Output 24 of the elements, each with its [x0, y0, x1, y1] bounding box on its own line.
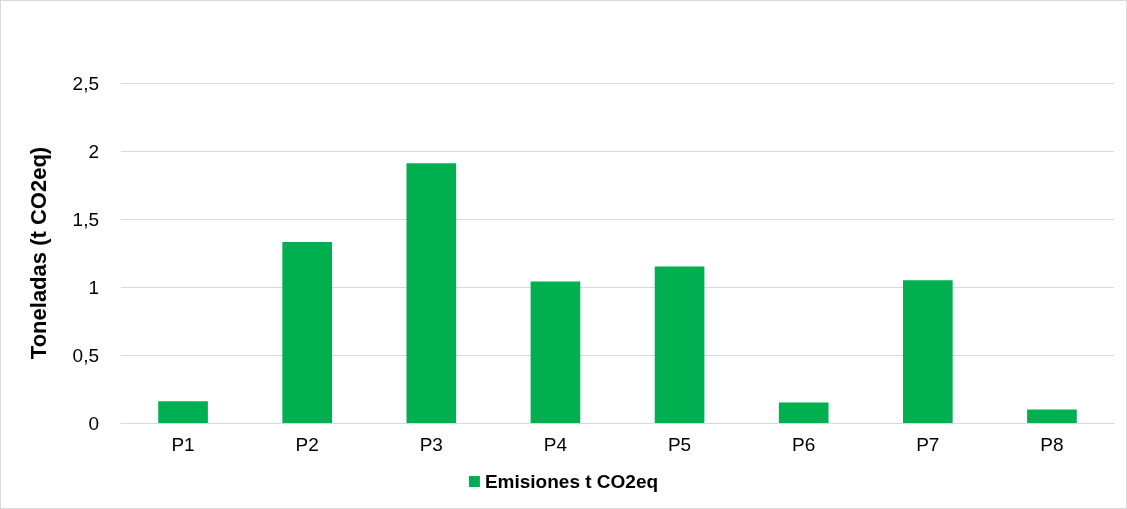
y-tick-label: 0 [88, 412, 99, 434]
x-tick-label: P3 [419, 434, 443, 455]
x-tick-label: P4 [543, 434, 568, 455]
bar [530, 281, 581, 423]
bar [654, 266, 705, 423]
bar [406, 163, 457, 423]
y-axis-title: Toneladas (t CO2eq) [25, 146, 51, 360]
x-tick-label: P8 [1040, 434, 1064, 455]
x-tick-label: P7 [916, 434, 940, 455]
bar [902, 280, 953, 423]
legend-label: Emisiones t CO2eq [484, 471, 659, 492]
y-tick-label: 2 [88, 140, 99, 162]
bar [282, 242, 333, 423]
x-tick-label: P6 [792, 434, 816, 455]
y-tick-label: 1 [88, 276, 99, 298]
y-tick-label: 1,5 [72, 208, 99, 230]
y-tick-label: 0,5 [72, 344, 99, 366]
x-tick-label: P5 [667, 434, 692, 455]
bar [158, 401, 208, 423]
bar [778, 402, 829, 423]
y-tick-label: 2,5 [72, 72, 99, 94]
bar [1027, 409, 1077, 423]
x-tick-label: P2 [295, 434, 319, 455]
x-tick-label: P1 [171, 434, 195, 455]
